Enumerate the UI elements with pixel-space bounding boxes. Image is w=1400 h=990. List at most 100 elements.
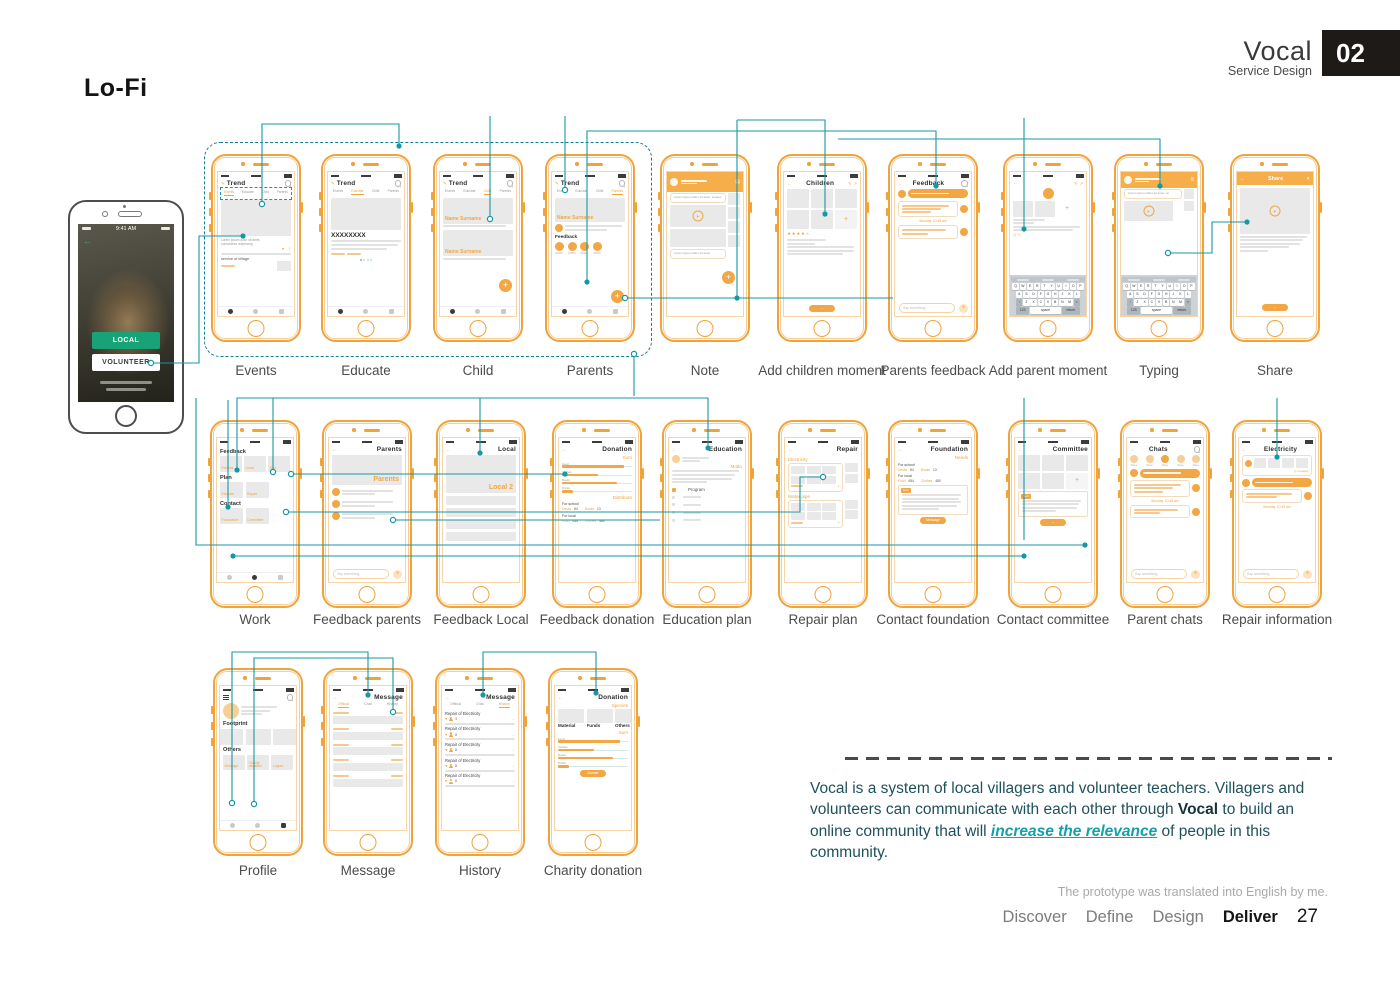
- others-tile-logout[interactable]: Logout: [271, 754, 294, 770]
- key-s[interactable]: S: [1023, 291, 1030, 299]
- species-card-funds[interactable]: Funds: [586, 709, 613, 728]
- add-photo-button[interactable]: +: [1066, 473, 1088, 489]
- message-input[interactable]: Say something: [333, 568, 389, 579]
- nav-profile-icon[interactable]: [612, 309, 618, 314]
- arrow-icon[interactable]: →: [511, 779, 515, 784]
- link-icon[interactable]: ✎: [1074, 180, 1078, 186]
- key-n[interactable]: N: [1059, 299, 1066, 307]
- attach-icon[interactable]: ✎: [1018, 232, 1021, 237]
- work-tile-educate[interactable]: Educate: [220, 482, 243, 498]
- nav-home-icon[interactable]: [562, 309, 568, 314]
- message-item[interactable]: [333, 742, 403, 756]
- location-icon[interactable]: ◎: [1013, 232, 1017, 237]
- work-tile-local[interactable]: Local: [244, 456, 266, 472]
- key-f[interactable]: F: [1037, 291, 1044, 299]
- key-o[interactable]: O: [1069, 283, 1077, 291]
- nav-chat-icon[interactable]: [252, 575, 258, 580]
- more-icon[interactable]: +: [837, 520, 840, 525]
- arrow-icon[interactable]: →: [511, 716, 515, 721]
- back-arrow-icon[interactable]: ←: [1242, 446, 1247, 453]
- star-off[interactable]: ★: [805, 231, 811, 236]
- edit-icon[interactable]: ✎: [221, 180, 225, 186]
- arrow-icon[interactable]: →: [511, 748, 515, 753]
- back-arrow-icon[interactable]: ←: [83, 236, 92, 246]
- home-button[interactable]: [1044, 585, 1062, 603]
- key-j[interactable]: J: [1059, 291, 1066, 299]
- nav-chat-icon[interactable]: [363, 309, 369, 314]
- home-button[interactable]: [115, 405, 137, 427]
- tab-parents[interactable]: Parents: [611, 189, 623, 195]
- key-n[interactable]: N: [1170, 299, 1177, 307]
- add-photo-button[interactable]: +: [1064, 205, 1070, 212]
- edit-icon[interactable]: ✎: [555, 180, 559, 186]
- key-c[interactable]: C: [1148, 299, 1155, 307]
- share-icon[interactable]: ↗: [1079, 180, 1083, 186]
- key-i[interactable]: I: [1173, 283, 1181, 291]
- history-item[interactable]: Repair of Electricity ♥ 8 →: [445, 773, 515, 788]
- key-a[interactable]: A: [1127, 291, 1134, 299]
- key-q[interactable]: Q: [1012, 283, 1019, 291]
- back-arrow-icon[interactable]: ←: [788, 446, 793, 453]
- key-e[interactable]: E: [1026, 283, 1034, 291]
- key-p[interactable]: P: [1188, 283, 1195, 291]
- key-r[interactable]: R: [1034, 283, 1041, 291]
- key-d[interactable]: D: [1141, 291, 1148, 299]
- like-icon[interactable]: ♥: [281, 247, 284, 252]
- return-key[interactable]: return: [1061, 307, 1080, 314]
- search-icon[interactable]: [394, 180, 401, 187]
- send-button[interactable]: +: [959, 304, 968, 313]
- key-g[interactable]: G: [1155, 291, 1163, 299]
- text-box[interactable]: Text: [898, 485, 968, 515]
- back-arrow-icon[interactable]: ←: [672, 446, 677, 453]
- history-item[interactable]: Repair of Electricity ♥ 3 →: [445, 711, 515, 725]
- backspace-key[interactable]: ×: [1184, 299, 1191, 307]
- key-z[interactable]: Z: [1134, 299, 1141, 307]
- tab-chat[interactable]: Chat: [364, 702, 372, 706]
- backspace-key[interactable]: ×: [1073, 299, 1080, 307]
- suggestion-pill[interactable]: [1017, 278, 1030, 281]
- volunteer-button[interactable]: VOLUNTEER: [92, 354, 160, 371]
- contact[interactable]: Name: [1130, 455, 1138, 467]
- donate-button[interactable]: Donate: [580, 769, 606, 778]
- back-arrow-icon[interactable]: ←: [898, 446, 903, 453]
- nav-profile-icon[interactable]: [277, 575, 283, 580]
- message-input[interactable]: Say something: [1243, 568, 1299, 579]
- message-input[interactable]: Say something: [899, 302, 955, 313]
- key-w[interactable]: W: [1019, 283, 1027, 291]
- key-x[interactable]: X: [1141, 299, 1148, 307]
- message-item[interactable]: [333, 758, 403, 772]
- back-arrow-icon[interactable]: ←: [333, 694, 338, 701]
- nav-chat-icon[interactable]: [475, 309, 481, 314]
- back-arrow-icon[interactable]: ←: [1018, 446, 1023, 453]
- home-button[interactable]: [357, 319, 375, 337]
- tab-events[interactable]: Events: [333, 189, 344, 193]
- tab-educate[interactable]: Educate: [463, 189, 476, 193]
- key-v[interactable]: V: [1044, 299, 1052, 307]
- tab-events[interactable]: Events: [224, 190, 235, 196]
- space-key[interactable]: space: [1141, 307, 1172, 314]
- home-button[interactable]: [588, 585, 606, 603]
- tab-official[interactable]: Official: [450, 702, 461, 706]
- tab-history[interactable]: History: [498, 702, 510, 708]
- tab-child[interactable]: Child: [371, 189, 380, 193]
- key-o[interactable]: O: [1180, 283, 1188, 291]
- nav-profile-icon[interactable]: [278, 309, 284, 314]
- back-arrow-icon[interactable]: ←: [446, 446, 451, 453]
- suggestion-pill[interactable]: [1041, 278, 1054, 281]
- key-q[interactable]: Q: [1123, 283, 1130, 291]
- home-button[interactable]: [469, 319, 487, 337]
- key-w[interactable]: W: [1130, 283, 1138, 291]
- key-g[interactable]: G: [1044, 291, 1052, 299]
- tab-parents[interactable]: Parents: [499, 189, 511, 193]
- key-h[interactable]: H: [1051, 291, 1059, 299]
- key-p[interactable]: P: [1077, 283, 1084, 291]
- work-tile-repair[interactable]: Repair: [245, 482, 269, 498]
- num-key[interactable]: 123: [1016, 307, 1030, 314]
- search-icon[interactable]: [506, 180, 513, 187]
- tab-child[interactable]: Child: [483, 189, 492, 195]
- tab-parents[interactable]: Parents: [276, 190, 288, 194]
- key-k[interactable]: K: [1066, 291, 1073, 299]
- share-icon[interactable]: ↗: [853, 181, 857, 186]
- play-icon[interactable]: ▸: [1269, 205, 1281, 217]
- tab-events[interactable]: Events: [445, 189, 456, 193]
